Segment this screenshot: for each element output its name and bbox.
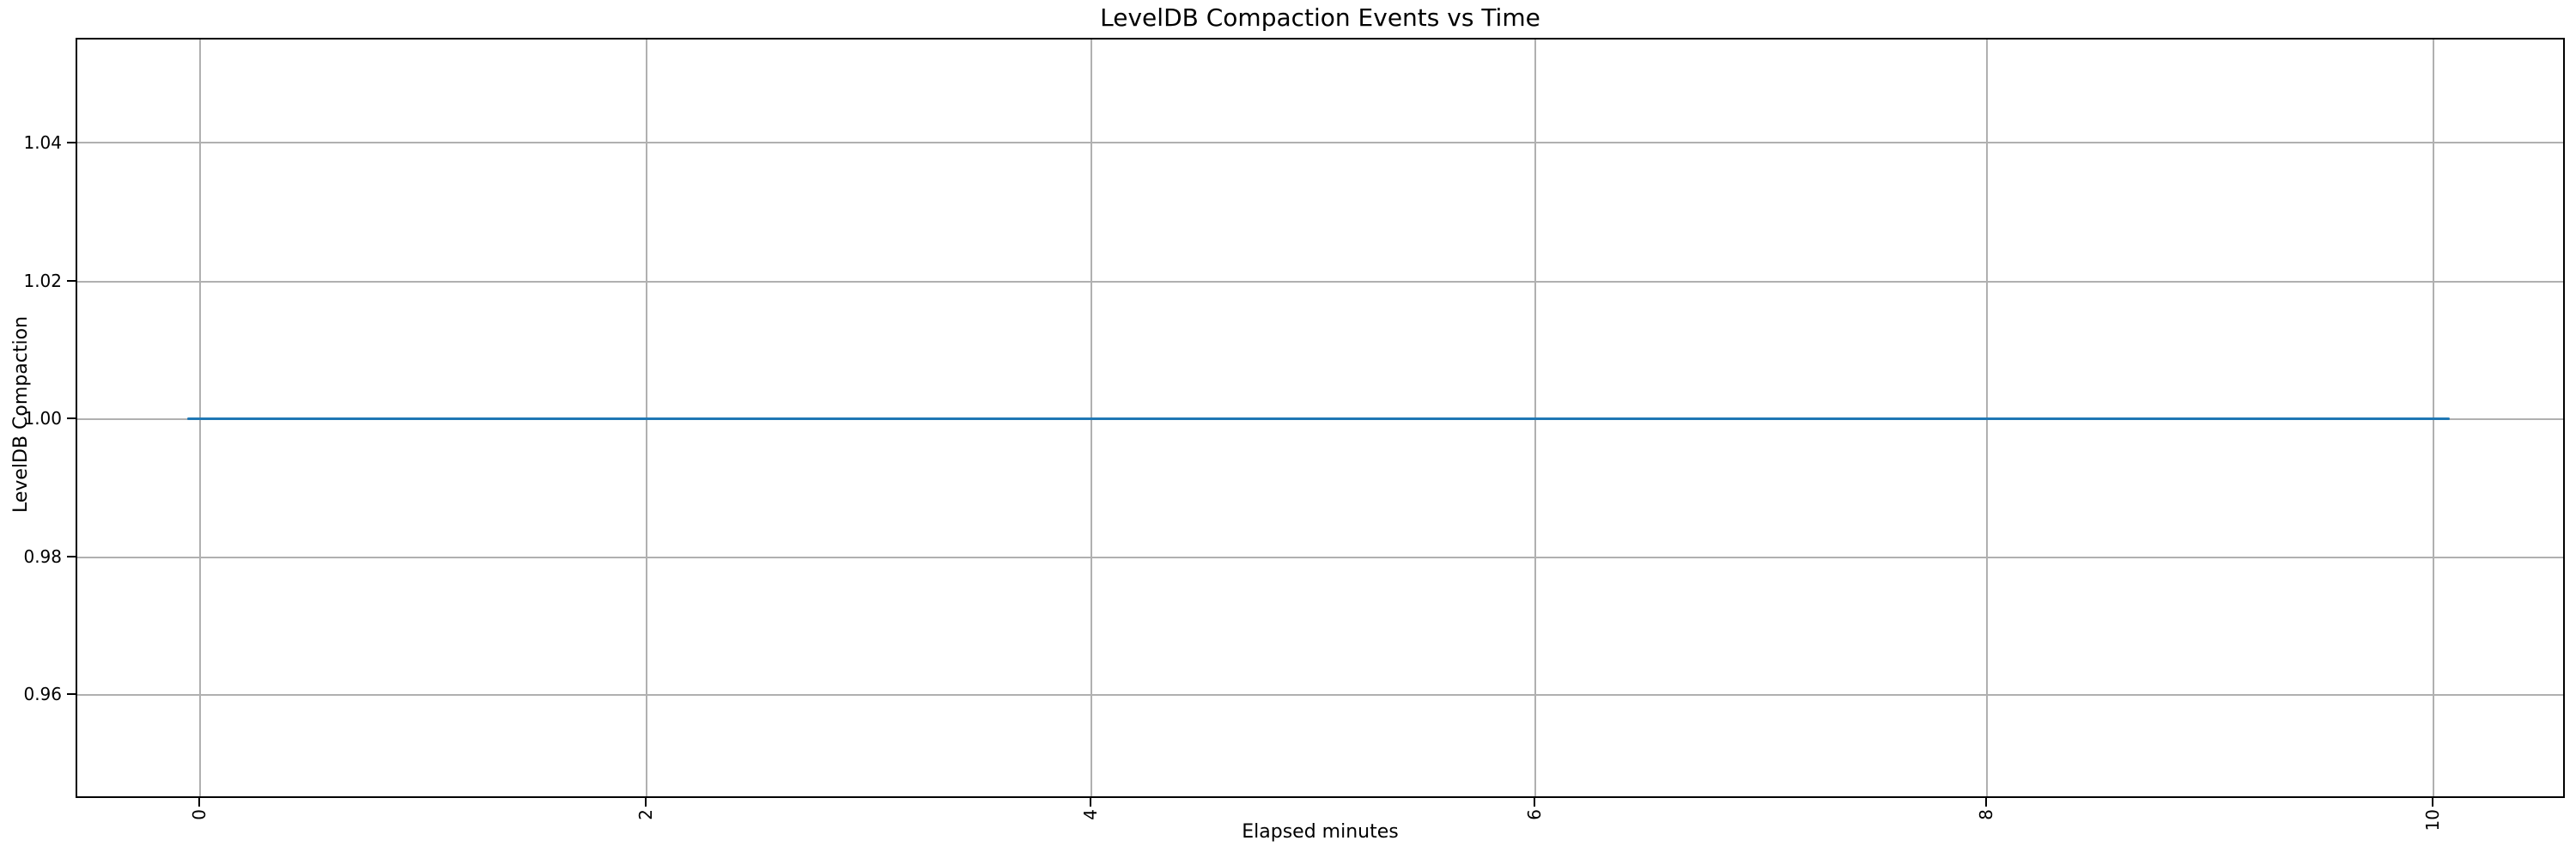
y-tick-mark <box>67 417 76 419</box>
x-tick-label-text: 0 <box>189 809 210 820</box>
x-tick-label-text: 8 <box>1976 809 1996 820</box>
y-gridline <box>77 142 2563 143</box>
y-tick-label: 1.04 <box>23 132 62 153</box>
x-tick-mark <box>198 798 200 807</box>
x-tick-mark <box>1090 798 1091 807</box>
y-tick-label: 0.98 <box>23 546 62 567</box>
x-tick-label: 2 <box>635 809 656 820</box>
y-tick-label: 1.00 <box>23 408 62 429</box>
y-tick-mark <box>67 280 76 282</box>
y-gridline <box>77 557 2563 558</box>
y-tick-mark <box>67 142 76 143</box>
y-gridline <box>77 281 2563 283</box>
y-tick-label: 0.96 <box>23 684 62 704</box>
x-tick-label-text: 2 <box>635 809 656 820</box>
series-line <box>187 417 2450 420</box>
x-tick-label: 6 <box>1524 809 1545 820</box>
x-axis-label: Elapsed minutes <box>1242 821 1399 843</box>
x-tick-label: 4 <box>1080 809 1101 820</box>
y-axis-label: LevelDB Compaction <box>10 316 32 514</box>
x-tick-mark <box>1534 798 1535 807</box>
x-tick-label-text: 4 <box>1080 809 1101 820</box>
plot-area <box>76 38 2565 798</box>
chart-title: LevelDB Compaction Events vs Time <box>1100 3 1540 32</box>
y-tick-label: 1.02 <box>23 271 62 291</box>
x-tick-mark <box>645 798 647 807</box>
y-tick-mark <box>67 556 76 557</box>
x-tick-label-text: 6 <box>1524 809 1545 820</box>
x-tick-label: 8 <box>1976 809 1996 820</box>
x-tick-label: 0 <box>189 809 210 820</box>
x-tick-mark <box>2432 798 2433 807</box>
y-gridline <box>77 694 2563 696</box>
x-tick-mark <box>1985 798 1987 807</box>
y-tick-mark <box>67 693 76 695</box>
